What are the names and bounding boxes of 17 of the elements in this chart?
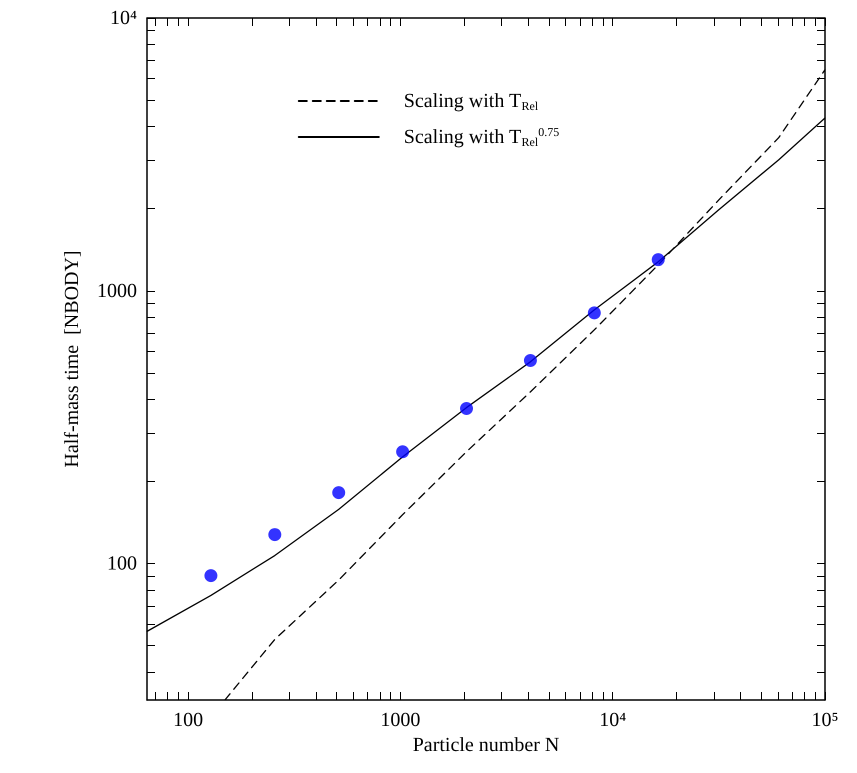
- point: [204, 569, 218, 582]
- x-tick-label: 10⁵: [812, 709, 838, 731]
- point: [268, 528, 282, 542]
- y-tick-label: 100: [107, 552, 137, 575]
- y-axis-title: Half-mass time [NBODY]: [61, 250, 83, 468]
- y-tick-label: 1000: [97, 280, 137, 302]
- point: [460, 402, 474, 416]
- point: [524, 354, 537, 368]
- point: [652, 253, 665, 266]
- x-axis-title: Particle number N: [412, 734, 560, 756]
- y-tick-label: 10⁴: [110, 7, 138, 29]
- point: [588, 306, 601, 320]
- x-tick-label: 1000: [380, 709, 420, 731]
- x-tick-label: 100: [173, 709, 204, 731]
- x-tick-label: 10⁴: [599, 709, 626, 731]
- point: [332, 486, 346, 500]
- point: [396, 445, 410, 458]
